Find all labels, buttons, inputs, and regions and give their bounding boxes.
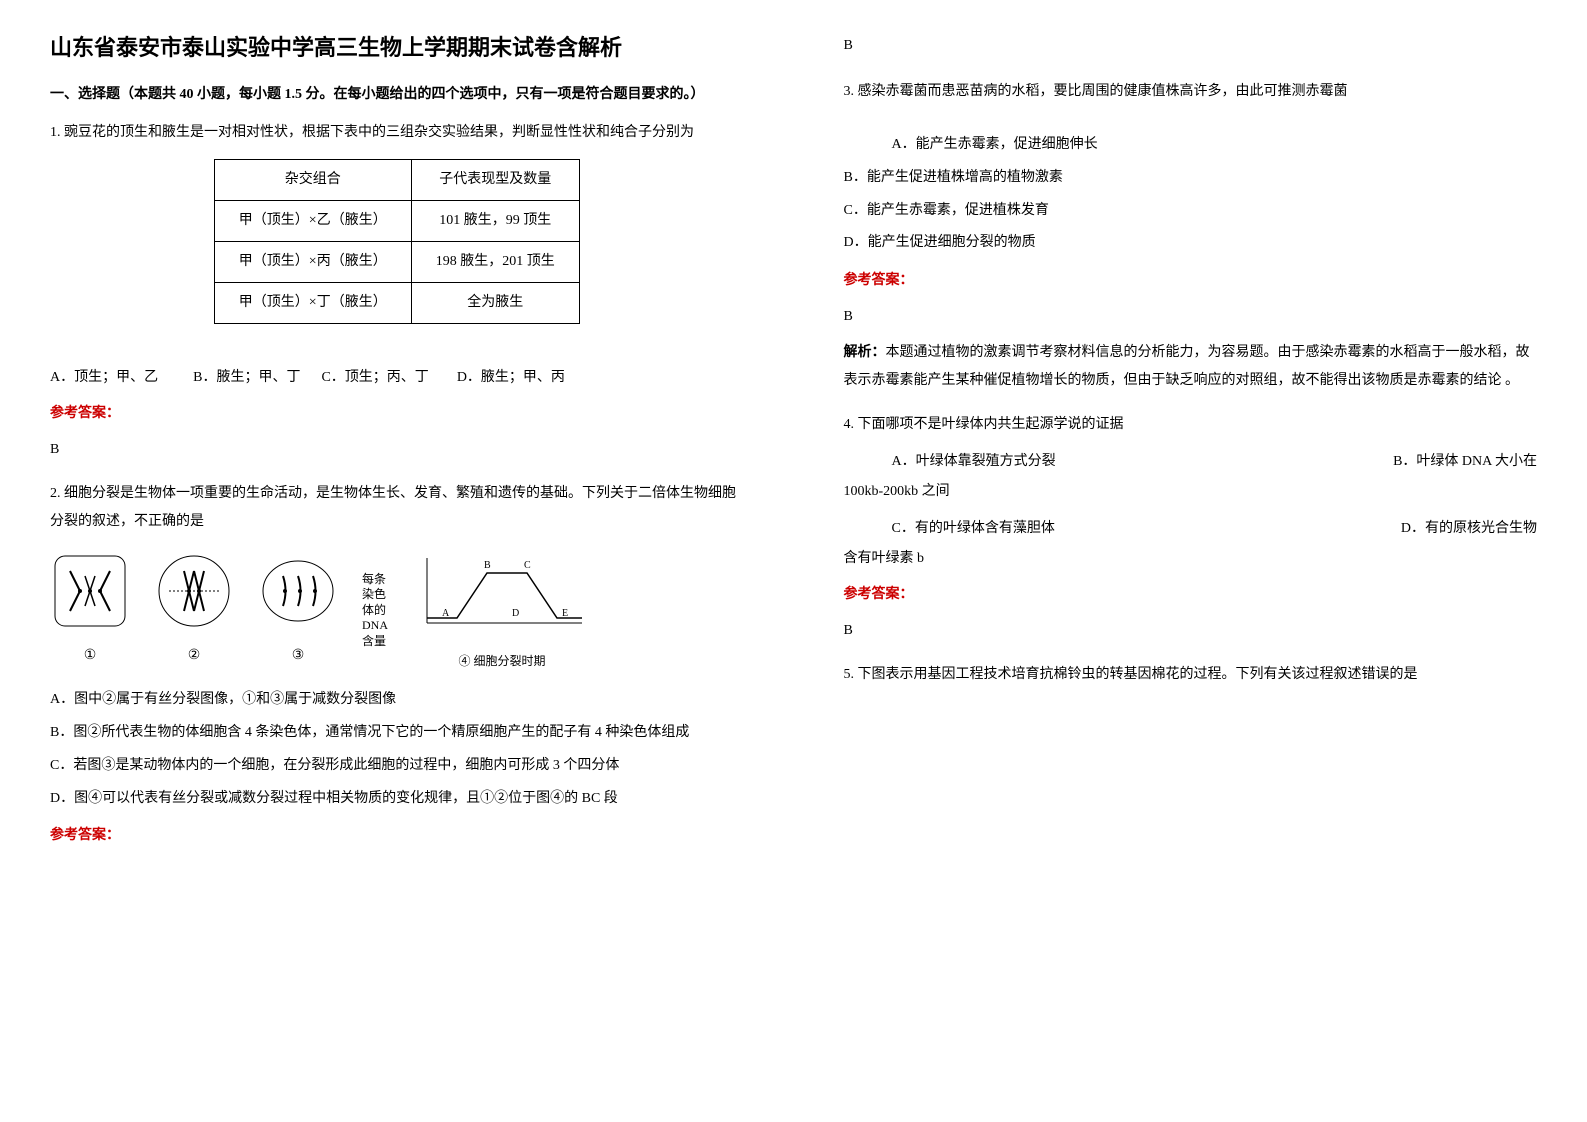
q3-opt-c: C．能产生赤霉素，促进植株发育 <box>844 196 1538 227</box>
question-1: 1. 豌豆花的顶生和腋生是一对相对性状，根据下表中的三组杂交实验结果，判断显性性… <box>50 119 744 464</box>
q2-text: 2. 细胞分裂是生物体一项重要的生命活动，是生物体生长、发育、繁殖和遗传的基础。… <box>50 480 744 536</box>
q1-options: A．顶生；甲、乙 B．腋生；甲、丁 C．顶生；丙、丁 D．腋生；甲、丙 <box>50 364 744 392</box>
right-column: B 3. 感染赤霉菌而患恶苗病的水稻，要比周围的健康值株高许多，由此可推测赤霉菌… <box>794 0 1587 1122</box>
q1-answer-label: 参考答案： <box>50 400 744 428</box>
table-cell: 甲（顶生）×丙（腋生） <box>214 242 411 283</box>
q3-explanation: 解析：本题通过植物的激素调节考察材料信息的分析能力，为容易题。由于感染赤霉素的水… <box>844 339 1538 395</box>
q3-text: 3. 感染赤霉菌而患恶苗病的水稻，要比周围的健康值株高许多，由此可推测赤霉菌 <box>844 78 1538 106</box>
q1-text: 1. 豌豆花的顶生和腋生是一对相对性状，根据下表中的三组杂交实验结果，判断显性性… <box>50 119 744 147</box>
explanation-label: 解析： <box>844 345 886 360</box>
q1-table: 杂交组合 子代表现型及数量 甲（顶生）×乙（腋生） 101 腋生，99 顶生 甲… <box>214 159 580 324</box>
table-cell: 全为腋生 <box>411 283 579 324</box>
table-row: 甲（顶生）×丙（腋生） 198 腋生，201 顶生 <box>214 242 579 283</box>
chart-y-label: 每条染色体的DNA含量 <box>362 572 388 650</box>
q1-opt-b: B．腋生；甲、丁 <box>193 370 300 385</box>
q3-answer-label: 参考答案： <box>844 267 1538 295</box>
q3-answer: B <box>844 303 1538 331</box>
question-3: 3. 感染赤霉菌而患恶苗病的水稻，要比周围的健康值株高许多，由此可推测赤霉菌 A… <box>844 78 1538 395</box>
q5-text: 5. 下图表示用基因工程技术培育抗棉铃虫的转基因棉花的过程。下列有关该过程叙述错… <box>844 661 1538 689</box>
q3-opt-b: B．能产生促进植株增高的植物激素 <box>844 163 1538 194</box>
dna-chart: A B C D E ④ 细胞分裂时期 <box>412 548 592 673</box>
diagram-label-2: ② <box>154 642 234 670</box>
q1-answer: B <box>50 436 744 464</box>
question-4: 4. 下面哪项不是叶绿体内共生起源学说的证据 A．叶绿体靠裂殖方式分裂 B．叶绿… <box>844 411 1538 645</box>
q4-answer-label: 参考答案： <box>844 581 1538 609</box>
q3-opt-d: D．能产生促进细胞分裂的物质 <box>844 228 1538 259</box>
q2-opt-d: D．图④可以代表有丝分裂或减数分裂过程中相关物质的变化规律，且①②位于图④的 B… <box>50 784 744 815</box>
q2-opt-b: B．图②所代表生物的体细胞含 4 条染色体，通常情况下它的一个精原细胞产生的配子… <box>50 718 744 749</box>
q2-opt-a: A．图中②属于有丝分裂图像，①和③属于减数分裂图像 <box>50 685 744 716</box>
q4-opt-d-cont: 含有叶绿素 b <box>844 545 1538 573</box>
table-header: 杂交组合 <box>214 160 411 201</box>
svg-text:D: D <box>512 608 519 619</box>
cell-diagram-3: ③ <box>258 551 338 670</box>
question-5: 5. 下图表示用基因工程技术培育抗棉铃虫的转基因棉花的过程。下列有关该过程叙述错… <box>844 661 1538 689</box>
table-header-row: 杂交组合 子代表现型及数量 <box>214 160 579 201</box>
svg-text:A: A <box>442 608 450 619</box>
cell-diagram-1: ① <box>50 551 130 670</box>
table-cell: 101 腋生，99 顶生 <box>411 201 579 242</box>
q2-diagrams: ① ② <box>50 548 744 673</box>
table-row: 甲（顶生）×丁（腋生） 全为腋生 <box>214 283 579 324</box>
section-heading: 一、选择题（本题共 40 小题，每小题 1.5 分。在每小题给出的四个选项中，只… <box>50 82 744 107</box>
q1-opt-d: D．腋生；甲、丙 <box>457 370 565 385</box>
table-header: 子代表现型及数量 <box>411 160 579 201</box>
q4-opt-b-cont: 100kb-200kb 之间 <box>844 478 1538 506</box>
svg-text:B: B <box>484 560 491 571</box>
table-cell: 甲（顶生）×乙（腋生） <box>214 201 411 242</box>
q4-opt-b: B．叶绿体 DNA 大小在 <box>1393 447 1537 478</box>
diagram-label-3: ③ <box>258 642 338 670</box>
question-2: 2. 细胞分裂是生物体一项重要的生命活动，是生物体生长、发育、繁殖和遗传的基础。… <box>50 480 744 850</box>
table-row: 甲（顶生）×乙（腋生） 101 腋生，99 顶生 <box>214 201 579 242</box>
q1-opt-c: C．顶生；丙、丁 <box>321 370 428 385</box>
q4-opt-d: D．有的原核光合生物 <box>1401 514 1537 545</box>
q4-opt-c: C．有的叶绿体含有藻胆体 <box>892 521 1055 536</box>
q1-opt-a: A．顶生；甲、乙 <box>50 370 158 385</box>
diagram-label-1: ① <box>50 642 130 670</box>
q4-opt-a: A．叶绿体靠裂殖方式分裂 <box>892 454 1056 469</box>
q4-answer: B <box>844 617 1538 645</box>
q2-answer-label: 参考答案： <box>50 822 744 850</box>
svg-text:E: E <box>562 608 568 619</box>
chart-x-label: ④ 细胞分裂时期 <box>412 649 592 673</box>
table-cell: 甲（顶生）×丁（腋生） <box>214 283 411 324</box>
q2-answer: B <box>844 38 1538 54</box>
q4-text: 4. 下面哪项不是叶绿体内共生起源学说的证据 <box>844 411 1538 439</box>
table-cell: 198 腋生，201 顶生 <box>411 242 579 283</box>
left-column: 山东省泰安市泰山实验中学高三生物上学期期末试卷含解析 一、选择题（本题共 40 … <box>0 0 794 1122</box>
main-title: 山东省泰安市泰山实验中学高三生物上学期期末试卷含解析 <box>50 30 744 62</box>
q3-opt-a: A．能产生赤霉素，促进细胞伸长 <box>892 130 1538 161</box>
q2-opt-c: C．若图③是某动物体内的一个细胞，在分裂形成此细胞的过程中，细胞内可形成 3 个… <box>50 751 744 782</box>
cell-diagram-2: ② <box>154 551 234 670</box>
explanation-text: 本题通过植物的激素调节考察材料信息的分析能力，为容易题。由于感染赤霉素的水稻高于… <box>844 345 1530 388</box>
svg-text:C: C <box>524 560 531 571</box>
